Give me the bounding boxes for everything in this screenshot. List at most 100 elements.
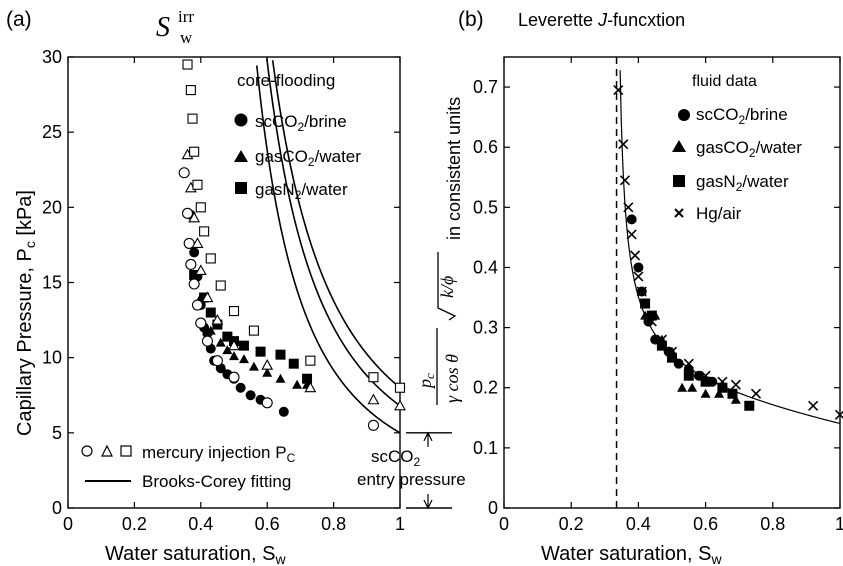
panel-a-point-circle-open: [181, 207, 194, 219]
panel-b-x-tick-label: 0.4: [626, 514, 651, 534]
panel-a-point-square-filled: [222, 331, 233, 342]
panel-b-point-x: [636, 286, 647, 297]
panel-a-point-square-open: [248, 325, 259, 336]
panel-a-point-square-open: [185, 85, 196, 96]
panel-b-plot-frame: [503, 56, 841, 509]
panel-b-point-x: [618, 139, 629, 150]
panel-a-label: (a): [6, 8, 32, 31]
panel-a-y-tick-label: 0: [52, 498, 62, 518]
panel-a-point-circle-filled: [245, 390, 256, 401]
panel-a-legend-mercury: mercury injection PC: [81, 443, 296, 465]
panel-a-y-tick-label: 30: [42, 47, 62, 67]
fit-curve-2: [266, 58, 401, 407]
entry-pressure-arrowhead-bottom: [423, 499, 433, 510]
panel-a-xlabel: Water saturation, Sw: [105, 543, 286, 566]
panel-b-point-x: [646, 316, 657, 327]
legend-circle-open-marker: [81, 445, 93, 457]
panel-a-point-square-filled: [238, 340, 249, 351]
panel-b-y-tick-label: 0: [488, 498, 498, 518]
panel-a-point-circle-open: [195, 317, 207, 329]
panel-a-ylabel: Capillary Pressure, Pc [kPa]: [14, 190, 38, 436]
panel-a-point-triangle-filled: [222, 345, 233, 355]
panel-b-point-x: [717, 376, 728, 387]
panel-a-point-triangle-filled: [248, 361, 259, 371]
panel-a-point-triangle-open: [194, 264, 207, 276]
panel-b-title: Leverette J-funcxtion: [518, 10, 685, 30]
panel-a-point-triangle-filled: [238, 354, 249, 364]
panel-b-xlabel: Water saturation, Sw: [541, 543, 722, 566]
panel-b-point-square-filled: [646, 310, 657, 321]
panel-b-point-triangle-filled: [677, 382, 688, 392]
panel-a-x-tick-label: 0: [63, 514, 73, 534]
panel-b-point-square-filled: [727, 388, 738, 399]
panel-a-point-triangle-open: [188, 211, 201, 223]
panel-b-point-triangle-filled: [700, 388, 711, 398]
panel-a-point-circle-open: [211, 355, 223, 367]
panel-b-y-tick-label: 0.2: [473, 378, 498, 398]
panel-a-legend-item-gasn2: gasN2/water: [235, 180, 348, 202]
panel-b-point-square-filled: [717, 382, 728, 393]
irreducible-sup: irr: [178, 7, 194, 26]
panel-a-point-triangle-filled: [229, 351, 239, 361]
panel-a-legend-fit: Brooks-Corey fitting: [85, 472, 291, 491]
panel-a-point-square-filled: [302, 373, 313, 384]
legend-b-x-marker: [674, 208, 684, 218]
panel-a-point-circle-open: [191, 299, 204, 311]
panel-a-point-square-open: [394, 382, 406, 393]
panel-a-point-square-open: [199, 226, 210, 237]
panel-b-ylabel: pc γ cos θ k/ϕ in consistent units: [415, 97, 464, 405]
panel-b-point-x: [730, 379, 741, 390]
panel-b-y-tick-label: 0.1: [473, 438, 498, 458]
panel-a-point-square-open: [368, 372, 379, 383]
svg-text:pc: pc: [415, 373, 437, 390]
svg-text:scCO2: scCO2: [371, 447, 421, 469]
legend-b-circle-filled-marker: [678, 109, 690, 121]
panel-b-point-triangle-filled: [714, 388, 725, 398]
panel-b-point-x: [623, 202, 634, 213]
svg-text:scCO2/brine: scCO2/brine: [255, 112, 347, 134]
panel-a-x-tick-label: 0.8: [321, 514, 346, 534]
panel-b-x-tick-label: 0.6: [693, 514, 718, 534]
panel-b-y-tick-label: 0.7: [473, 77, 498, 97]
panel-a-point-square-filled: [275, 349, 286, 360]
panel-b-point-triangle-filled: [687, 382, 698, 392]
legend-square-filled-marker: [235, 182, 247, 194]
panel-b-x-tick-label: 0: [499, 514, 509, 534]
svg-text:γ cos θ: γ cos θ: [442, 354, 462, 403]
panel-b-point-x: [666, 346, 678, 357]
panel-a-plot-frame: [67, 56, 401, 509]
panel-b-x-tick-label: 1: [835, 514, 843, 534]
panel-b-y-tick-label: 0.5: [473, 197, 498, 217]
panel-b-point-x: [700, 370, 711, 381]
panel-b-point-x: [834, 409, 843, 420]
panel-a-legend-item-gasco2: gasCO2/water: [234, 147, 361, 169]
panel-a-point-circle-open: [185, 258, 197, 271]
irreducible-s: S: [156, 12, 170, 43]
irreducible-sub: w: [180, 28, 193, 47]
panel-a-point-triangle-open: [228, 339, 240, 351]
panel-a-x-tick-label: 0.2: [122, 514, 147, 534]
panel-b-point-square-filled: [744, 400, 755, 411]
panel-b-point-x: [656, 334, 667, 345]
panel-b-point-x: [808, 400, 819, 411]
panel-a-point-square-open: [305, 355, 316, 366]
panel-a-point-square-filled: [255, 346, 266, 357]
panel-a-point-square-open: [215, 280, 226, 291]
panel-b-point-circle-filled: [626, 214, 637, 225]
panel-a-y-tick-label: 5: [52, 423, 62, 443]
svg-text:gasCO2/water: gasCO2/water: [255, 147, 361, 169]
panel-b-legend-item-hgair: Hg/air: [674, 204, 742, 223]
panel-b-point-square-filled: [656, 340, 667, 351]
legend-square-open-marker: [120, 445, 132, 457]
legend-triangle-open-marker: [101, 444, 113, 457]
panel-b-y-tick-label: 0.3: [473, 318, 498, 338]
panel-b-point-x: [640, 298, 651, 309]
svg-text:scCO2/brine: scCO2/brine: [696, 105, 788, 127]
panel-a-legend-title: core-flooding: [237, 71, 335, 90]
panel-a-legend-item-scco2: scCO2/brine: [234, 112, 347, 134]
panel-b-point-x: [626, 229, 637, 240]
fit-curve-3: [271, 60, 401, 389]
fit-curve-1: [255, 65, 401, 434]
panel-b-point-circle-filled: [633, 262, 644, 273]
svg-text:Hg/air: Hg/air: [696, 204, 742, 223]
